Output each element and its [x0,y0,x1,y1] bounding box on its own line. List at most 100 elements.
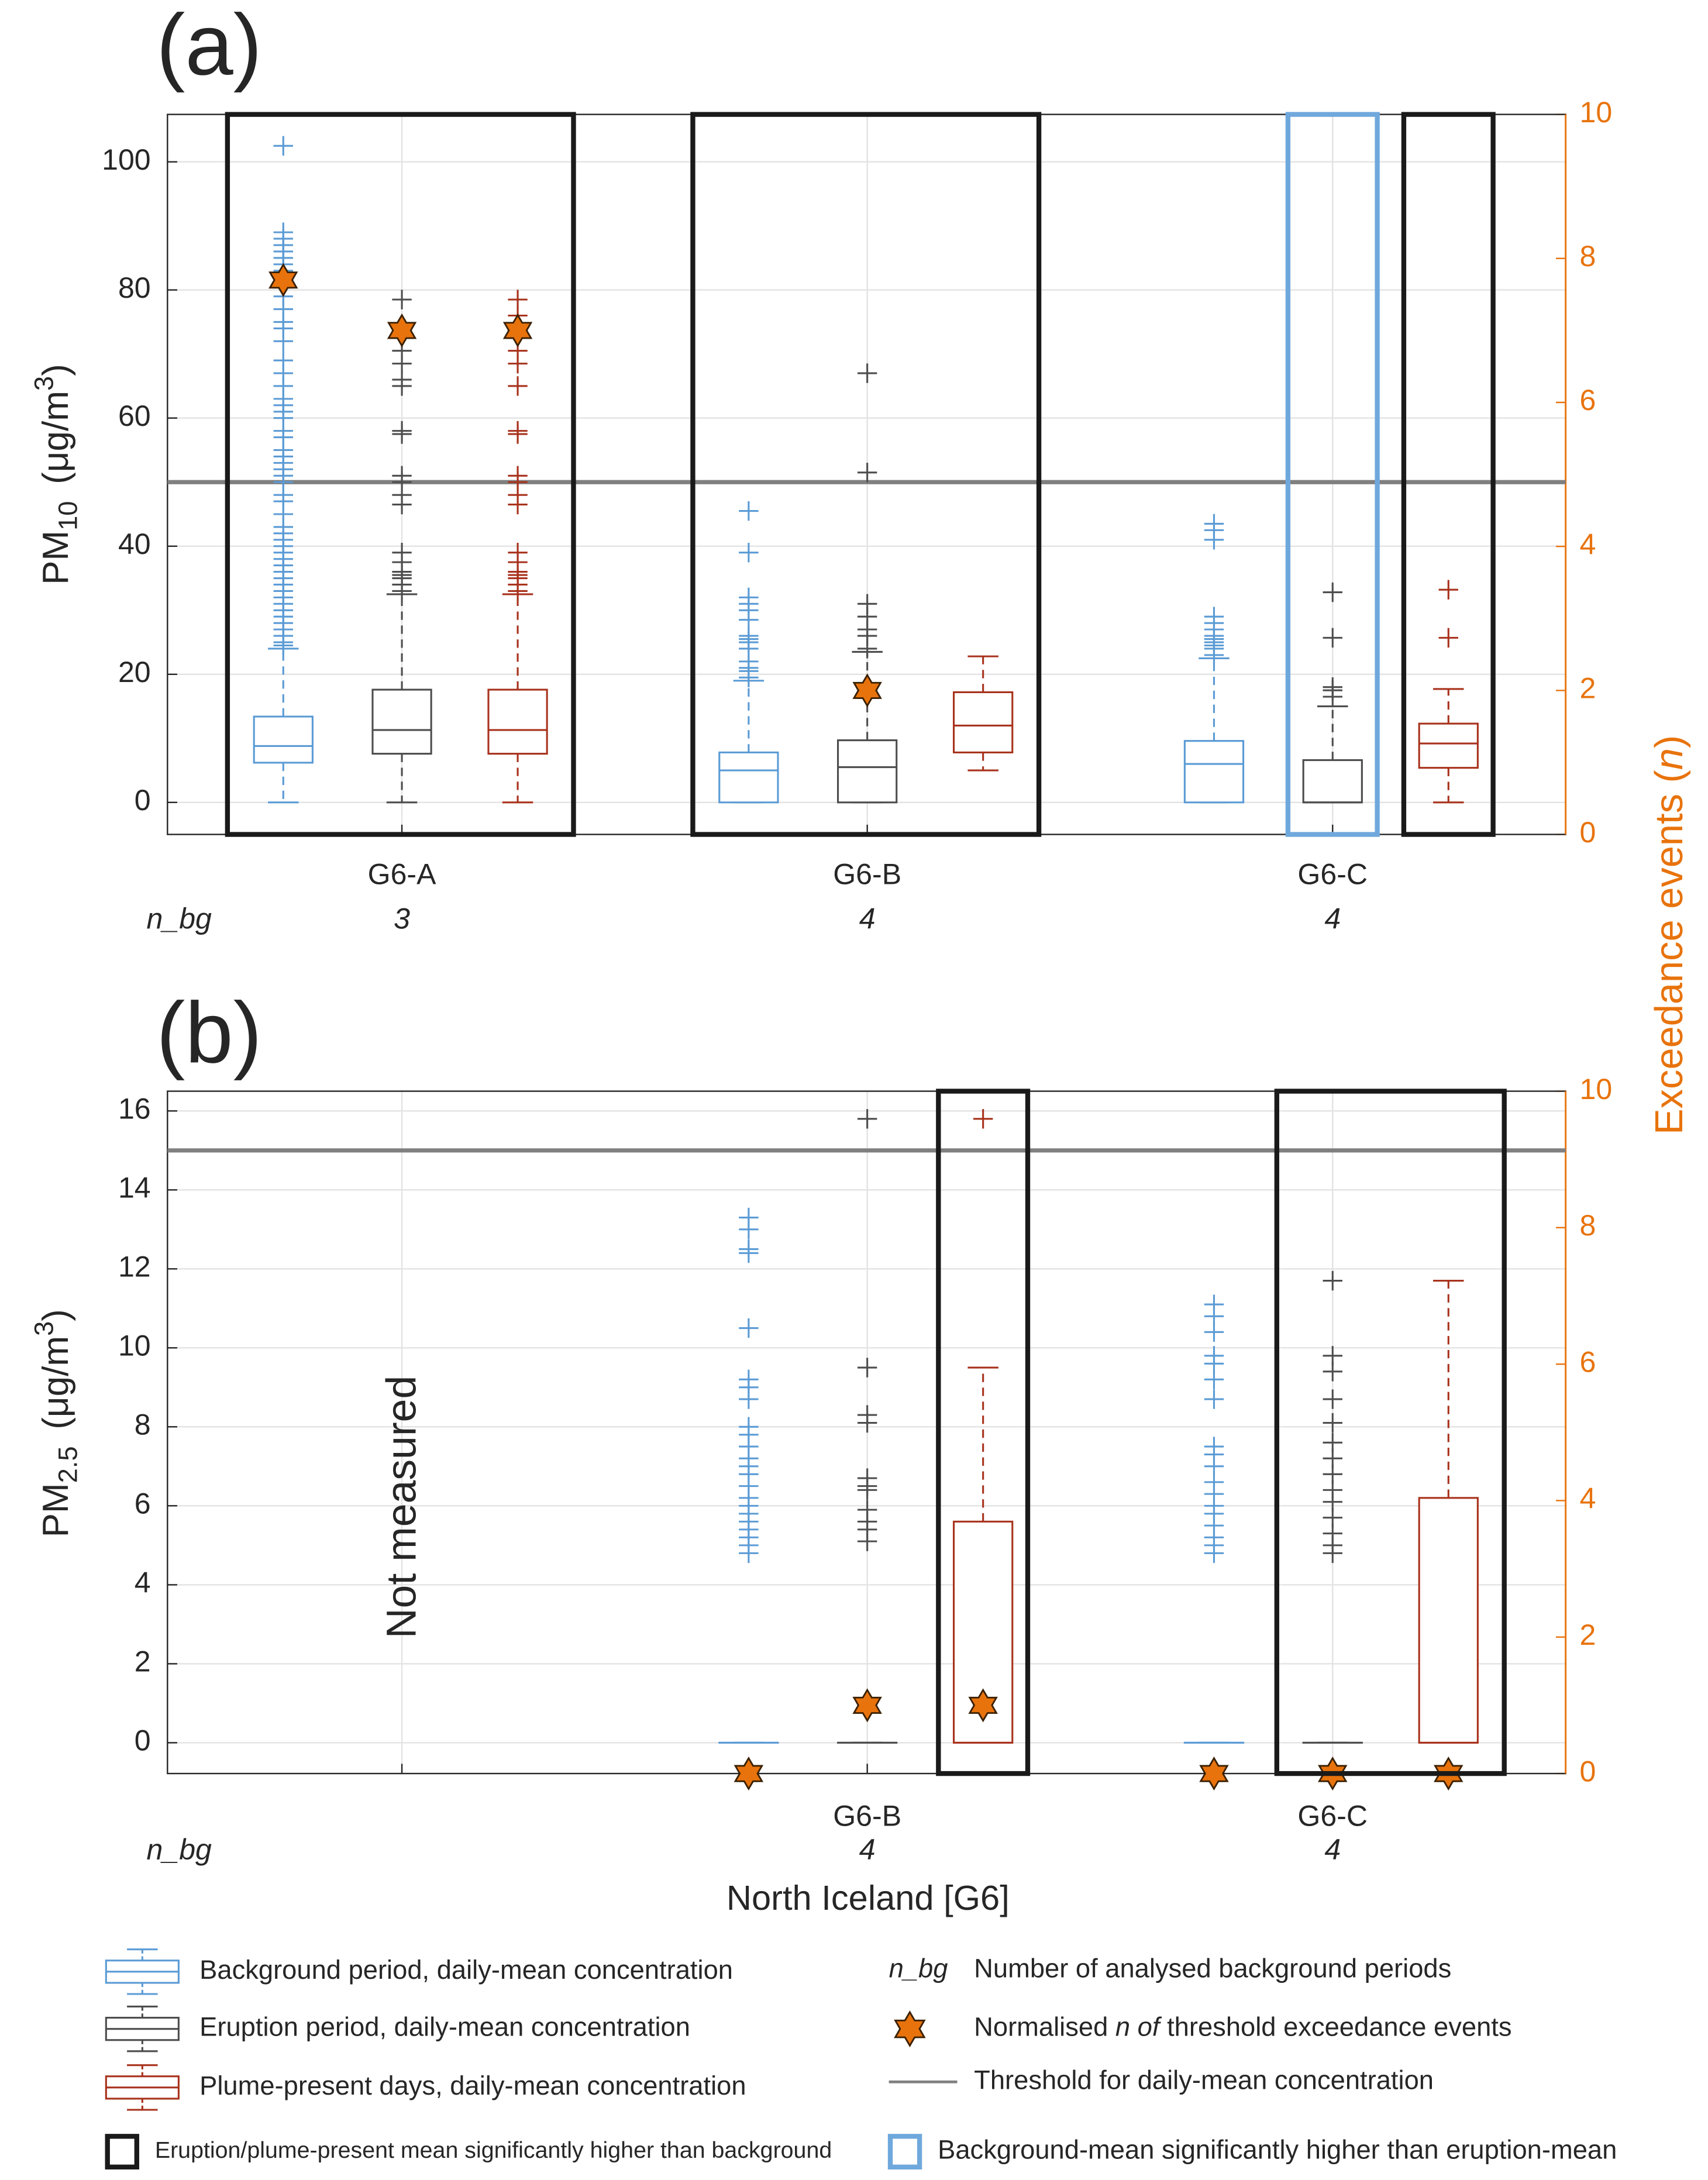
legend-label: Eruption period, daily-mean concentratio… [199,2012,690,2042]
y-label-end: ) [36,1309,77,1321]
box [371,688,432,755]
outlier [1204,607,1224,626]
panel-label: (b) [156,984,262,1081]
n-bg-value: 4 [859,1833,876,1866]
x-tick-label: G6-C [1297,857,1368,890]
legend-label: Number of analysed background periods [974,1953,1451,1983]
outlier [273,136,293,156]
outlier [1323,1413,1342,1433]
outlier [857,594,877,614]
exceedance-star [734,1756,764,1791]
y-label-sub: 10 [53,501,82,531]
y2-tick-label: 8 [1580,1209,1596,1242]
legend-label: Background period, daily-mean concentrat… [199,1955,733,1985]
x-tick-label: G6-C [1297,1800,1368,1833]
outlier [739,587,759,608]
y2-tick-label: 10 [1580,96,1613,129]
y2-tick-label: 2 [1580,1618,1596,1651]
outlier [1204,1389,1224,1409]
outlier [1323,582,1342,602]
y2-label-after: ) [1648,735,1691,748]
outlier [1323,1270,1342,1291]
exceedance-star [268,263,298,297]
y-axis-label: PM2.5 (μg/m3) [29,1309,83,1537]
x-tick-label: G6-B [833,857,901,890]
annotation: Not measured [378,1376,425,1638]
y-tick-label: 6 [135,1487,151,1520]
legend-label: Normalised n of threshold exceedance eve… [974,2012,1511,2042]
outlier [857,463,877,483]
outlier [857,1405,877,1425]
legend-label-part: n of [1115,2012,1162,2042]
y-label-main: PM [36,531,77,585]
exceedance-star [502,313,533,347]
legend-label: Plume-present days, daily-mean concentra… [199,2071,746,2100]
exceedance-star [1199,1756,1229,1791]
outlier [392,290,412,309]
x-axis-label: North Iceland [G6] [726,1878,1010,1917]
outlier [857,1500,877,1520]
box [718,751,779,804]
y-tick-label: 4 [135,1566,151,1599]
y-label-sup: 3 [29,376,59,391]
exceedance-star [894,2010,926,2048]
y2-tick-label: 4 [1580,528,1596,560]
y2-tick-label: 2 [1580,672,1596,705]
y-label-unit: (μg/m [36,1336,77,1430]
outlier [392,466,412,485]
n-bg-value: 4 [859,903,876,935]
outlier [1204,1294,1224,1314]
y-label-sup: 3 [29,1321,59,1336]
box [487,688,548,755]
y2-tick-label: 10 [1580,1073,1613,1106]
panel-label: (a) [156,0,262,93]
y-tick-label: 0 [135,1724,151,1757]
outlier [1323,1389,1342,1409]
outlier [1438,628,1458,648]
box [953,691,1014,753]
legend-label: Eruption/plume-present mean significantl… [155,2137,832,2163]
outlier [739,1239,759,1259]
legend-frame-icon [105,2134,139,2169]
box [1418,722,1479,769]
significance-frame [1274,1089,1507,1776]
outlier [739,1207,759,1228]
significance-frame [225,112,576,837]
y2-tick-label: 8 [1580,240,1596,273]
y-tick-label: 8 [135,1408,151,1441]
y-tick-label: 60 [118,400,151,432]
y2-label-italic: n [1648,748,1691,770]
outlier [739,1369,759,1390]
box [1418,1497,1479,1744]
x-tick-label: G6-B [833,1800,901,1833]
y2-axis-label: Exceedance events (n) [1648,735,1691,1135]
outlier [1204,1437,1224,1456]
exceedance-star [968,1688,998,1723]
x-tick-label: G6-A [368,857,436,890]
y-label-unit: (μg/m [36,391,77,484]
outlier [508,376,528,396]
n-bg-value: 4 [1324,903,1341,935]
significance-frame [936,1089,1031,1776]
outlier [1204,1346,1224,1366]
significance-frame [1285,112,1380,837]
n-bg-label: n_bg [147,1833,212,1866]
y-label-sub: 2.5 [53,1446,82,1483]
outlier [1323,677,1342,697]
legend-label: Threshold for daily-mean concentration [974,2065,1434,2095]
y-tick-label: 12 [118,1251,151,1283]
legend-label-part: Normalised [974,2012,1115,2042]
outlier [857,363,877,383]
legend-symbol: n_bg [889,1953,948,1983]
box [837,739,898,804]
y-tick-label: 16 [118,1093,151,1125]
y-tick-label: 100 [102,143,151,176]
y2-tick-label: 6 [1580,384,1596,416]
n-bg-value: 4 [1324,1833,1341,1866]
outlier [857,1468,877,1488]
outlier [392,543,412,563]
y-tick-label: 2 [135,1645,151,1678]
legend-label: Background-mean significantly higher tha… [938,2135,1617,2165]
y-tick-label: 20 [118,656,151,688]
